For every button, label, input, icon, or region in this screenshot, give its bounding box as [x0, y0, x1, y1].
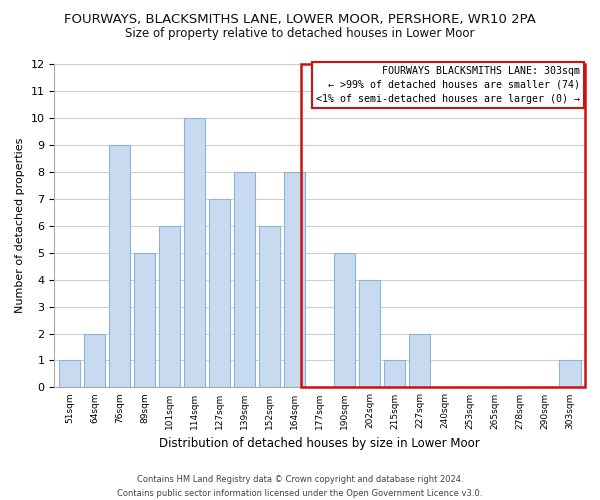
Text: FOURWAYS BLACKSMITHS LANE: 303sqm
← >99% of detached houses are smaller (74)
<1%: FOURWAYS BLACKSMITHS LANE: 303sqm ← >99%… [316, 66, 580, 104]
Bar [209, 199, 230, 388]
Bar [334, 252, 355, 388]
Y-axis label: Number of detached properties: Number of detached properties [15, 138, 25, 314]
Bar [59, 360, 80, 388]
Bar [359, 280, 380, 388]
Bar [184, 118, 205, 388]
Bar [109, 145, 130, 388]
Text: Size of property relative to detached houses in Lower Moor: Size of property relative to detached ho… [125, 28, 475, 40]
Bar [409, 334, 430, 388]
Text: Contains HM Land Registry data © Crown copyright and database right 2024.
Contai: Contains HM Land Registry data © Crown c… [118, 476, 482, 498]
Bar [84, 334, 105, 388]
Text: FOURWAYS, BLACKSMITHS LANE, LOWER MOOR, PERSHORE, WR10 2PA: FOURWAYS, BLACKSMITHS LANE, LOWER MOOR, … [64, 12, 536, 26]
Bar [259, 226, 280, 388]
Bar [284, 172, 305, 388]
Bar [234, 172, 255, 388]
Bar [384, 360, 406, 388]
X-axis label: Distribution of detached houses by size in Lower Moor: Distribution of detached houses by size … [160, 437, 480, 450]
Bar [559, 360, 581, 388]
Bar [159, 226, 180, 388]
Bar [134, 252, 155, 388]
